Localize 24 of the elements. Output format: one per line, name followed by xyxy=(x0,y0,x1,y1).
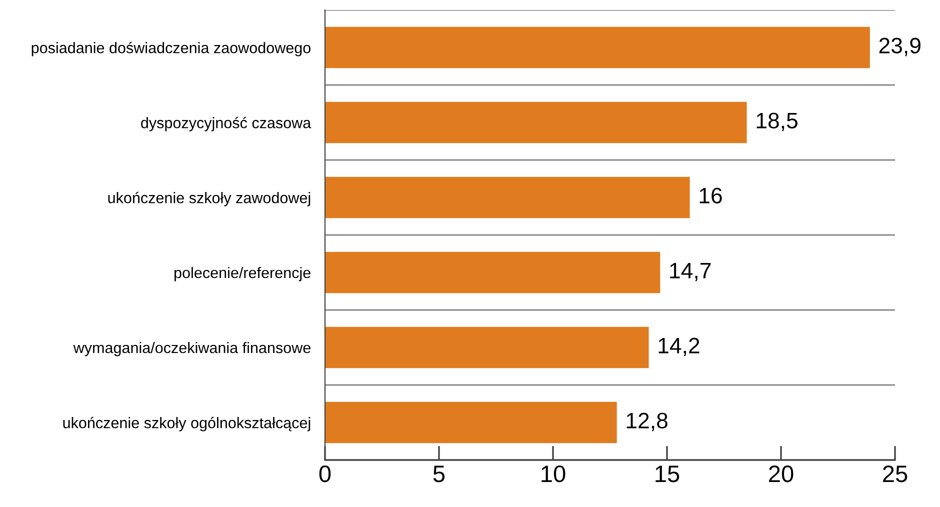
x-tick-label: 5 xyxy=(433,466,445,482)
x-tick-label: 15 xyxy=(656,466,680,482)
data-label: 23,9 xyxy=(879,38,920,56)
data-label: 18,5 xyxy=(756,112,798,132)
bar xyxy=(325,326,649,368)
x-tick-label: 0 xyxy=(319,465,331,482)
x-tick-label: 10 xyxy=(542,465,566,482)
data-label: 16 xyxy=(700,188,722,204)
data-label: 14,7 xyxy=(670,262,711,282)
bar xyxy=(325,26,870,68)
bar xyxy=(325,252,660,294)
y-tick-label: ukończenie szkoły ogólnokształcącej xyxy=(63,416,310,432)
x-tick-label: 20 xyxy=(769,465,794,482)
data-label: 12,8 xyxy=(626,412,668,432)
data-label: 14,2 xyxy=(658,338,700,356)
x-tick-label: 25 xyxy=(883,465,908,482)
y-tick-label: ukończenie szkoły zawodowej xyxy=(108,192,310,206)
y-tick-label: posiadanie doświadczenia zaowodowego xyxy=(32,42,310,56)
bar xyxy=(325,176,690,218)
y-tick-label: dyspozycyjność czasowa xyxy=(141,116,312,132)
y-tick-label: polecenie/referencje xyxy=(174,266,310,282)
bar xyxy=(325,402,617,444)
bar xyxy=(325,102,747,144)
y-tick-label: wymagania/oczekiwania finansowe xyxy=(73,342,310,356)
